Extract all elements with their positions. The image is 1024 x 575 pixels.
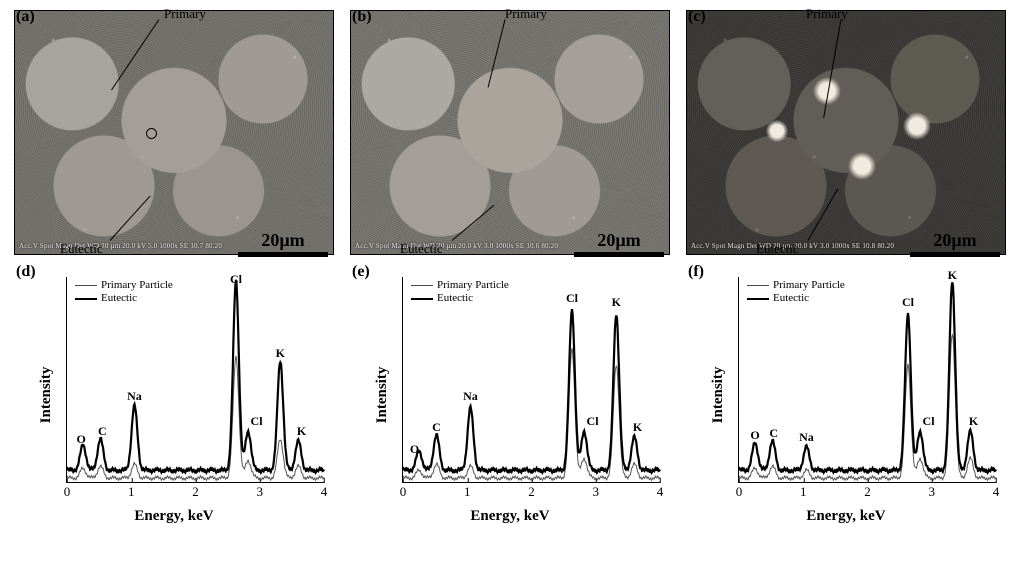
legend-text: Primary Particle	[773, 279, 845, 292]
x-tick: 3	[257, 484, 264, 500]
spectrum-svg	[739, 277, 996, 482]
peak-label: K	[633, 420, 642, 435]
spectrum-e: Intensity Energy, keV 0 1 2 3 4 OC Na Cl Cl K K Pri…	[350, 261, 670, 529]
panel-label: (a)	[16, 8, 35, 26]
peak-label: Cl	[230, 272, 242, 287]
primary-callout: Primary	[505, 6, 547, 22]
sem-wrap-c: Acc.V Spot Magn Det WD 20 µm 20.0 kV 3.0…	[686, 10, 1006, 255]
y-axis-label: Intensity	[710, 367, 727, 424]
eutectic-curve	[739, 282, 996, 472]
panel-a: (a) Acc.V Spot Magn Det WD 20 µm 20.0 kV…	[14, 10, 338, 255]
peak-label: Cl	[902, 295, 914, 310]
panel-label: (e)	[352, 263, 370, 281]
legend-text: Primary Particle	[437, 279, 509, 292]
legend: Primary ParticleEutectic	[411, 279, 509, 305]
legend: Primary ParticleEutectic	[747, 279, 845, 305]
peak-label: Cl	[587, 414, 599, 429]
spectrum-svg	[67, 277, 324, 482]
y-axis-label: Intensity	[374, 367, 391, 424]
x-axis-label: Energy, keV	[470, 508, 549, 525]
plot-area: 01234OCNaClClKKPrimary ParticleEutectic	[738, 277, 996, 483]
peak-label: C	[769, 426, 778, 441]
peak-label: Cl	[251, 414, 263, 429]
instrument-caption: Acc.V Spot Magn Det WD 20 µm 20.0 kV 5.0…	[19, 242, 222, 250]
legend-text: Eutectic	[437, 292, 473, 305]
panel-e: (e) Intensity Energy, keV 0 1 2 3 4 OC Na Cl Cl K…	[350, 261, 674, 529]
legend-text: Eutectic	[773, 292, 809, 305]
peak-label: Na	[463, 389, 478, 404]
x-tick: 2	[192, 484, 199, 500]
scalebar: 20µm	[910, 230, 1000, 257]
x-tick: 0	[400, 484, 407, 500]
peak-label: Cl	[566, 291, 578, 306]
eutectic-callout: Eutectic	[60, 241, 103, 257]
x-tick: 2	[864, 484, 871, 500]
primary-callout: Primary	[806, 6, 848, 22]
sem-image: Acc.V Spot Magn Det WD 20 µm 20.0 kV 3.0…	[686, 10, 1006, 255]
figure-grid: (a) Acc.V Spot Magn Det WD 20 µm 20.0 kV…	[0, 0, 1024, 537]
sem-wrap-a: Acc.V Spot Magn Det WD 20 µm 20.0 kV 5.0…	[14, 10, 334, 255]
sem-image: Acc.V Spot Magn Det WD 20 µm 20.0 kV 3.0…	[350, 10, 670, 255]
peak-label: Na	[127, 389, 142, 404]
eutectic-curve	[67, 280, 324, 473]
peak-label: C	[432, 420, 441, 435]
peak-label: C	[98, 424, 107, 439]
peak-label: Na	[799, 430, 814, 445]
legend: Primary ParticleEutectic	[75, 279, 173, 305]
peak-label: O	[750, 428, 759, 443]
primary-callout: Primary	[164, 6, 206, 22]
plot-area: 01234OCNaClClKKPrimary ParticleEutectic	[402, 277, 660, 483]
panel-label: (d)	[16, 263, 36, 281]
panel-label: (c)	[688, 8, 706, 26]
x-axis-label: Energy, keV	[134, 508, 213, 525]
panel-d: (d) Intensity Energy, keV 0 1 2 3 4 OC Na Cl Cl K…	[14, 261, 338, 529]
x-tick: 4	[321, 484, 328, 500]
x-tick: 0	[736, 484, 743, 500]
x-tick: 4	[657, 484, 664, 500]
eutectic-curve	[403, 309, 660, 473]
scalebar: 20µm	[574, 230, 664, 257]
scalebar: 20µm	[238, 230, 328, 257]
y-axis-label: Intensity	[38, 367, 55, 424]
peak-label: K	[276, 346, 285, 361]
plot-area: 01234OCNaClClKKPrimary ParticleEutectic	[66, 277, 324, 483]
panel-label: (f)	[688, 263, 704, 281]
peak-label: O	[410, 442, 419, 457]
panel-c: (c) Acc.V Spot Magn Det WD 20 µm 20.0 kV…	[686, 10, 1010, 255]
peak-label: K	[612, 295, 621, 310]
panel-b: (b) Acc.V Spot Magn Det WD 20 µm 20.0 kV…	[350, 10, 674, 255]
spectrum-svg	[403, 277, 660, 482]
sem-image: Acc.V Spot Magn Det WD 20 µm 20.0 kV 5.0…	[14, 10, 334, 255]
x-axis-label: Energy, keV	[806, 508, 885, 525]
spectrum-d: Intensity Energy, keV 0 1 2 3 4 OC Na Cl Cl K K Pri…	[14, 261, 334, 529]
eutectic-callout: Eutectic	[400, 241, 443, 257]
peak-label: K	[969, 414, 978, 429]
panel-label: (b)	[352, 8, 372, 26]
x-tick: 0	[64, 484, 71, 500]
marker-circle	[146, 128, 157, 139]
peak-label: K	[297, 424, 306, 439]
x-tick: 3	[929, 484, 936, 500]
spectrum-f: Intensity Energy, keV 0 1 2 3 4 OC Na Cl Cl K K Pri…	[686, 261, 1006, 529]
x-tick: 1	[800, 484, 807, 500]
peak-label: K	[948, 268, 957, 283]
peak-label: O	[76, 432, 85, 447]
x-tick: 3	[593, 484, 600, 500]
panel-f: (f) Intensity Energy, keV 0 1 2 3 4 OC Na Cl Cl K…	[686, 261, 1010, 529]
eutectic-callout: Eutectic	[756, 241, 799, 257]
instrument-caption: Acc.V Spot Magn Det WD 20 µm 20.0 kV 3.0…	[355, 242, 558, 250]
x-tick: 1	[128, 484, 135, 500]
peak-label: Cl	[923, 414, 935, 429]
x-tick: 1	[464, 484, 471, 500]
x-tick: 2	[528, 484, 535, 500]
sem-wrap-b: Acc.V Spot Magn Det WD 20 µm 20.0 kV 3.0…	[350, 10, 670, 255]
x-tick: 4	[993, 484, 1000, 500]
legend-text: Primary Particle	[101, 279, 173, 292]
legend-text: Eutectic	[101, 292, 137, 305]
